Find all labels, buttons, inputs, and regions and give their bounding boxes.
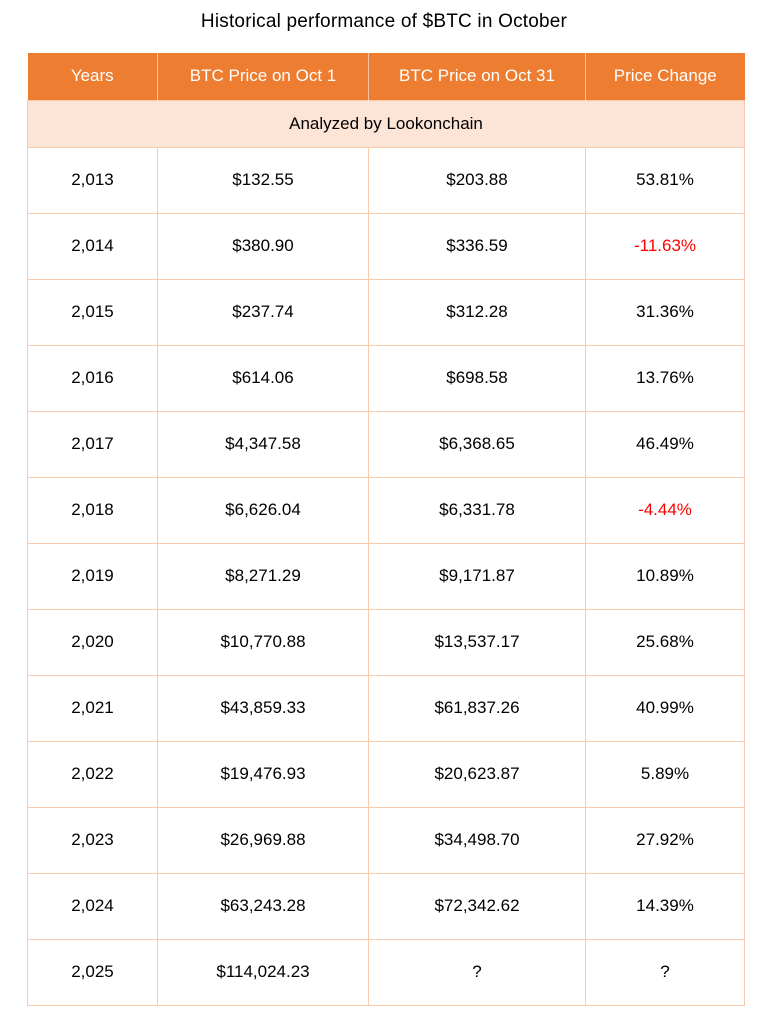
price-change-cell: 10.89%	[585, 542, 745, 610]
oct1-price-cell: $4,347.58	[157, 410, 369, 478]
oct1-price-cell: $26,969.88	[157, 806, 369, 874]
price-change-cell: 25.68%	[585, 608, 745, 676]
oct31-price-cell: $698.58	[368, 344, 586, 412]
table-row: 2,019 $8,271.29 $9,171.87 10.89%	[27, 542, 745, 610]
oct31-price-cell: $336.59	[368, 212, 586, 280]
oct31-price-cell: $61,837.26	[368, 674, 586, 742]
oct1-price-cell: $19,476.93	[157, 740, 369, 808]
oct31-price-cell: $13,537.17	[368, 608, 586, 676]
year-cell: 2,018	[27, 476, 158, 544]
table-row: 2,024 $63,243.28 $72,342.62 14.39%	[27, 872, 745, 940]
price-change-cell: 31.36%	[585, 278, 745, 346]
price-change-cell: 40.99%	[585, 674, 745, 742]
year-cell: 2,016	[27, 344, 158, 412]
table-row: 2,023 $26,969.88 $34,498.70 27.92%	[27, 806, 745, 874]
oct1-price-cell: $237.74	[157, 278, 369, 346]
oct1-price-cell: $380.90	[157, 212, 369, 280]
year-cell: 2,019	[27, 542, 158, 610]
price-change-cell: 14.39%	[585, 872, 745, 940]
year-cell: 2,020	[27, 608, 158, 676]
oct1-price-cell: $10,770.88	[157, 608, 369, 676]
price-change-cell: -11.63%	[585, 212, 745, 280]
oct1-price-cell: $8,271.29	[157, 542, 369, 610]
year-cell: 2,015	[27, 278, 158, 346]
year-cell: 2,024	[27, 872, 158, 940]
subheader-cell: Analyzed by Lookonchain	[27, 99, 745, 148]
oct31-price-cell: $34,498.70	[368, 806, 586, 874]
oct1-price-cell: $6,626.04	[157, 476, 369, 544]
year-cell: 2,023	[27, 806, 158, 874]
table-row: 2,015 $237.74 $312.28 31.36%	[27, 278, 745, 346]
column-header-price-change: Price Change	[585, 53, 745, 100]
year-cell: 2,025	[27, 938, 158, 1006]
oct1-price-cell: $43,859.33	[157, 674, 369, 742]
table-row: 2,018 $6,626.04 $6,331.78 -4.44%	[27, 476, 745, 544]
oct31-price-cell: $6,331.78	[368, 476, 586, 544]
oct1-price-cell: $114,024.23	[157, 938, 369, 1006]
table-row: 2,016 $614.06 $698.58 13.76%	[27, 344, 745, 412]
oct1-price-cell: $63,243.28	[157, 872, 369, 940]
oct31-price-cell: $9,171.87	[368, 542, 586, 610]
oct1-price-cell: $614.06	[157, 344, 369, 412]
oct31-price-cell: $6,368.65	[368, 410, 586, 478]
oct1-price-cell: $132.55	[157, 146, 369, 214]
oct31-price-cell: ?	[368, 938, 586, 1006]
year-cell: 2,013	[27, 146, 158, 214]
year-cell: 2,022	[27, 740, 158, 808]
oct31-price-cell: $203.88	[368, 146, 586, 214]
price-change-cell: -4.44%	[585, 476, 745, 544]
oct31-price-cell: $20,623.87	[368, 740, 586, 808]
price-change-cell: 5.89%	[585, 740, 745, 808]
oct31-price-cell: $72,342.62	[368, 872, 586, 940]
year-cell: 2,014	[27, 212, 158, 280]
price-change-cell: 27.92%	[585, 806, 745, 874]
year-cell: 2,021	[27, 674, 158, 742]
price-change-cell: 13.76%	[585, 344, 745, 412]
year-cell: 2,017	[27, 410, 158, 478]
column-header-oct1-price: BTC Price on Oct 1	[157, 53, 369, 100]
column-header-oct31-price: BTC Price on Oct 31	[368, 53, 586, 100]
btc-october-table: Years BTC Price on Oct 1 BTC Price on Oct …	[27, 53, 745, 1006]
table-header: Years BTC Price on Oct 1 BTC Price on Oct …	[27, 53, 745, 148]
subheader-row: Analyzed by Lookonchain	[27, 99, 745, 148]
table-row: 2,013 $132.55 $203.88 53.81%	[27, 146, 745, 214]
table-row: 2,021 $43,859.33 $61,837.26 40.99%	[27, 674, 745, 742]
oct31-price-cell: $312.28	[368, 278, 586, 346]
table-row: 2,020 $10,770.88 $13,537.17 25.68%	[27, 608, 745, 676]
header-row: Years BTC Price on Oct 1 BTC Price on Oct …	[27, 53, 745, 100]
price-change-cell: 53.81%	[585, 146, 745, 214]
table-row: 2,014 $380.90 $336.59 -11.63%	[27, 212, 745, 280]
column-header-years: Years	[27, 53, 158, 100]
price-change-cell: ?	[585, 938, 745, 1006]
table-row: 2,022 $19,476.93 $20,623.87 5.89%	[27, 740, 745, 808]
table-row: 2,017 $4,347.58 $6,368.65 46.49%	[27, 410, 745, 478]
table-body: 2,013 $132.55 $203.88 53.81% 2,014 $380.90 $33…	[27, 146, 745, 1006]
page-title: Historical performance of $BTC in Octobe…	[200, 11, 568, 32]
table-row: 2,025 $114,024.23??	[27, 938, 745, 1006]
price-change-cell: 46.49%	[585, 410, 745, 478]
